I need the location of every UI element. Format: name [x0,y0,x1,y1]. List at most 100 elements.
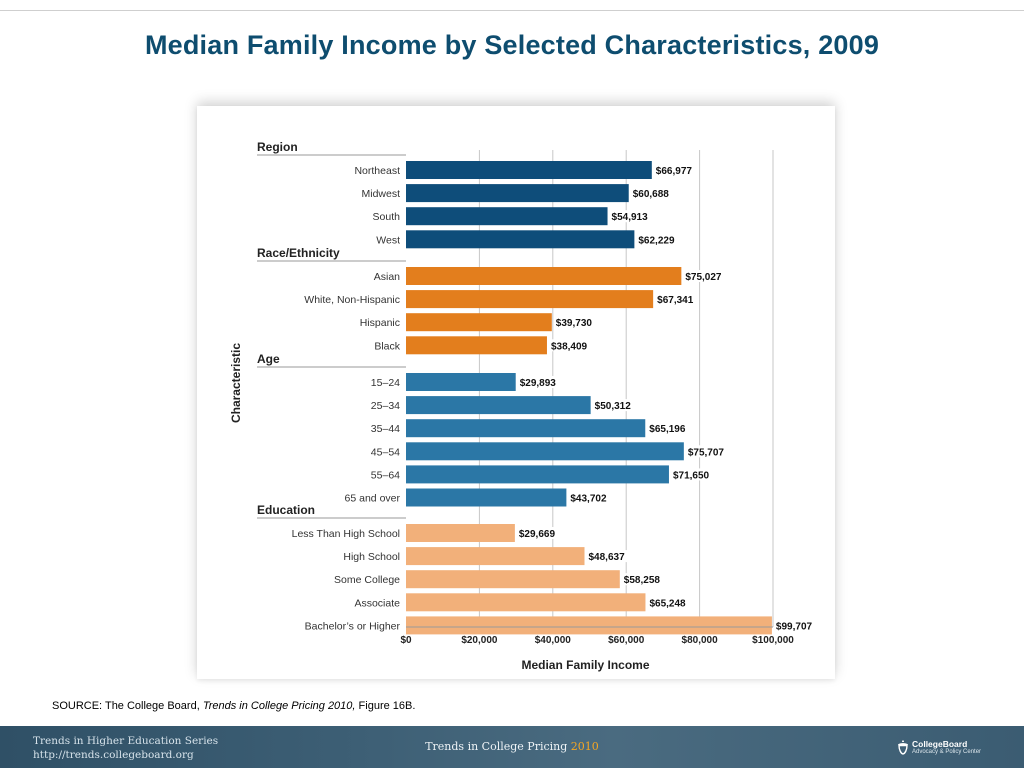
value-label: $75,027 [685,272,722,283]
value-label: $65,196 [649,424,686,435]
value-label-bg [774,619,817,632]
bar [406,547,585,566]
x-tick-label: $100,000 [752,635,794,646]
category-label: Bachelor’s or Higher [305,620,401,632]
x-tick-label: $40,000 [535,635,572,646]
category-label: 65 and over [345,493,401,505]
bar [406,419,646,438]
x-axis-title: Median Family Income [521,658,649,672]
category-label: South [373,211,401,223]
collegeboard-logo: CollegeBoard Advocacy & Policy Center [896,735,1021,761]
value-label: $39,730 [556,318,593,329]
chart-card: Region Northeast $66,977 Midwest $60,688 Sout… [197,106,835,679]
bar [406,442,684,461]
value-label: $29,669 [519,529,556,540]
value-label: $54,913 [612,212,649,223]
footer-series-info: Trends in Higher Education Series http:/… [33,734,218,762]
bar [406,524,515,542]
value-label: $67,341 [657,295,694,306]
value-label-bg [569,491,611,504]
category-label: 45–54 [371,446,400,458]
value-label-bg [686,445,729,458]
bar [406,570,620,589]
source-note: SOURCE: The College Board, Trends in Col… [52,700,415,712]
bar [406,207,608,226]
value-label-bg [637,233,679,246]
x-tick-label: $60,000 [608,635,645,646]
value-label: $43,702 [570,494,607,505]
category-label: 25–34 [371,400,400,412]
bar [406,396,591,415]
footer-series-url[interactable]: http://trends.collegeboard.org [33,749,194,761]
category-label: White, Non-Hispanic [304,294,400,306]
value-label-bg [648,596,690,609]
category-label: Hispanic [360,317,400,329]
source-prefix: SOURCE: The College Board, [52,700,203,712]
bar [406,465,669,484]
income-bar-chart: Region Northeast $66,977 Midwest $60,688 Sout… [229,140,817,672]
footer-bar: Trends in Higher Education Series http:/… [0,726,1024,768]
category-label: West [376,234,400,246]
category-label: Northeast [354,165,400,177]
category-label: 55–64 [371,469,400,481]
logo-subtitle: Advocacy & Policy Center [912,749,982,755]
bar [406,373,516,391]
value-label-bg [610,210,652,223]
footer-center-text: Trends in College Pricing [425,740,571,753]
value-label-bg [622,573,665,586]
group-heading: Region [257,140,298,154]
footer-center-year: 2010 [570,740,599,753]
bar [406,161,652,179]
y-axis-title: Characteristic [229,343,243,423]
value-label-bg [648,422,690,435]
value-label: $66,977 [656,166,693,177]
footer-center-title: Trends in College Pricing 2010 [0,740,1024,753]
source-publication: Trends in College Pricing 2010, [202,700,356,712]
value-label-bg [656,293,698,306]
source-suffix: Figure 16B. [355,700,416,712]
value-label-bg [549,339,592,352]
footer-series-title: Trends in Higher Education Series [33,735,219,747]
value-label-bg [587,550,629,563]
value-label-bg [554,316,597,329]
x-tick-label: $20,000 [461,635,498,646]
value-label: $29,893 [520,378,557,389]
group-heading: Race/Ethnicity [257,246,340,260]
value-label-bg [684,270,726,282]
group-heading: Education [257,503,315,517]
bar [406,616,772,635]
value-label: $62,229 [638,235,675,246]
bar [406,336,547,355]
category-label: Black [374,340,400,352]
bar [406,313,552,332]
value-label: $75,707 [688,447,725,458]
value-label-bg [517,527,560,539]
acorn-icon [898,740,908,755]
top-divider [0,10,1024,11]
category-label: Midwest [361,188,400,200]
value-label: $65,248 [649,598,686,609]
category-label: 15–24 [371,377,400,389]
logo-name: CollegeBoard [912,739,968,749]
category-label: High School [343,551,400,563]
category-label: Associate [354,597,400,609]
category-label: Some College [334,574,400,586]
x-tick-label: $0 [400,635,412,646]
bar [406,230,635,249]
value-label-bg [671,468,714,481]
value-label: $50,312 [595,401,632,412]
value-label: $58,258 [624,575,661,586]
bar [406,184,629,203]
bar [406,290,654,309]
value-label: $60,688 [633,189,670,200]
value-label-bg [593,399,635,412]
value-label-bg [654,164,697,176]
value-label: $71,650 [673,470,710,481]
slide-title: Median Family Income by Selected Charact… [144,30,880,60]
value-label: $48,637 [588,552,625,563]
category-label: 35–44 [371,423,400,435]
bar [406,267,682,285]
group-heading: Age [257,352,280,366]
bar [406,593,646,612]
